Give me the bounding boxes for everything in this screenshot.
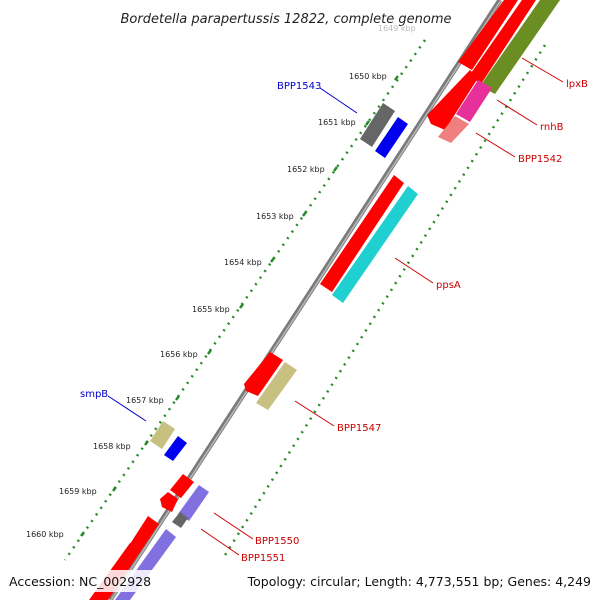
- smpB-khaki-block: [150, 421, 175, 449]
- gene-label-lpxB: lpxB: [566, 79, 588, 90]
- kbp-label: 1657 kbp: [126, 396, 164, 405]
- gray-block: [172, 512, 188, 528]
- gene-label-BPP1550: BPP1550: [255, 536, 299, 547]
- lpxB-block: [480, 0, 560, 94]
- BPP1547-red-block: [244, 352, 283, 396]
- genome-info-text: Topology: circular; Length: 4,773,551 bp…: [247, 574, 591, 589]
- ppsA-cyan-block: [332, 186, 418, 303]
- feature-ppsA[interactable]: [320, 175, 418, 303]
- accession-text: Accession: NC_002928: [9, 574, 151, 589]
- feature-lpxB-cluster[interactable]: [427, 0, 560, 143]
- kbp-label: 1660 kbp: [26, 530, 64, 539]
- leader-lines: [107, 57, 564, 556]
- BPP1542-block: [438, 116, 469, 143]
- feature-BPP1543[interactable]: [360, 103, 408, 158]
- kbp-label: 1654 kbp: [224, 258, 262, 267]
- kbp-label: 1655 kbp: [192, 305, 230, 314]
- major-ticks: [80, 75, 399, 537]
- gene-label-BPP1542: BPP1542: [518, 154, 562, 165]
- blue-arrow-block: [375, 117, 408, 158]
- kbp-labels: 1649 kbp 1650 kbp 1651 kbp 1652 kbp 1653…: [26, 24, 416, 539]
- red-block: [160, 492, 178, 512]
- cds-block: [458, 0, 518, 70]
- gene-label-BPP1547: BPP1547: [337, 423, 381, 434]
- BPP1547-khaki-block: [256, 362, 297, 410]
- rnhB-block: [456, 80, 492, 122]
- lavender-block: [178, 485, 209, 521]
- smpB-blue-block: [164, 436, 187, 461]
- kbp-label: 1659 kbp: [59, 487, 97, 496]
- kbp-label: 1656 kbp: [160, 350, 198, 359]
- inner-tick-ruler: [63, 39, 427, 561]
- kbp-label: 1649 kbp: [378, 24, 416, 33]
- gene-labels: BPP1543 smpB lpxB rnhB BPP1542 ppsA BPP1…: [80, 79, 588, 564]
- kbp-label: 1658 kbp: [93, 442, 131, 451]
- red-block: [170, 474, 194, 498]
- feature-BPP1550[interactable]: [160, 474, 209, 528]
- kbp-label: 1651 kbp: [318, 118, 356, 127]
- gene-label-smpB: smpB: [80, 389, 108, 400]
- kbp-label: 1650 kbp: [349, 72, 387, 81]
- cds-block: [427, 70, 478, 130]
- gray-block: [360, 103, 395, 147]
- map-title: Bordetella parapertussis 12822, complete…: [121, 12, 452, 27]
- gene-label-BPP1543: BPP1543: [277, 81, 321, 92]
- cds-block: [469, 0, 536, 84]
- feature-smpB[interactable]: [150, 421, 187, 461]
- feature-BPP1547[interactable]: [244, 352, 297, 410]
- kbp-label: 1653 kbp: [256, 212, 294, 221]
- gene-label-rnhB: rnhB: [540, 122, 564, 133]
- gene-label-BPP1551: BPP1551: [241, 553, 285, 564]
- kbp-label: 1652 kbp: [287, 165, 325, 174]
- gene-label-ppsA: ppsA: [436, 280, 461, 291]
- ppsA-red-block: [320, 175, 404, 292]
